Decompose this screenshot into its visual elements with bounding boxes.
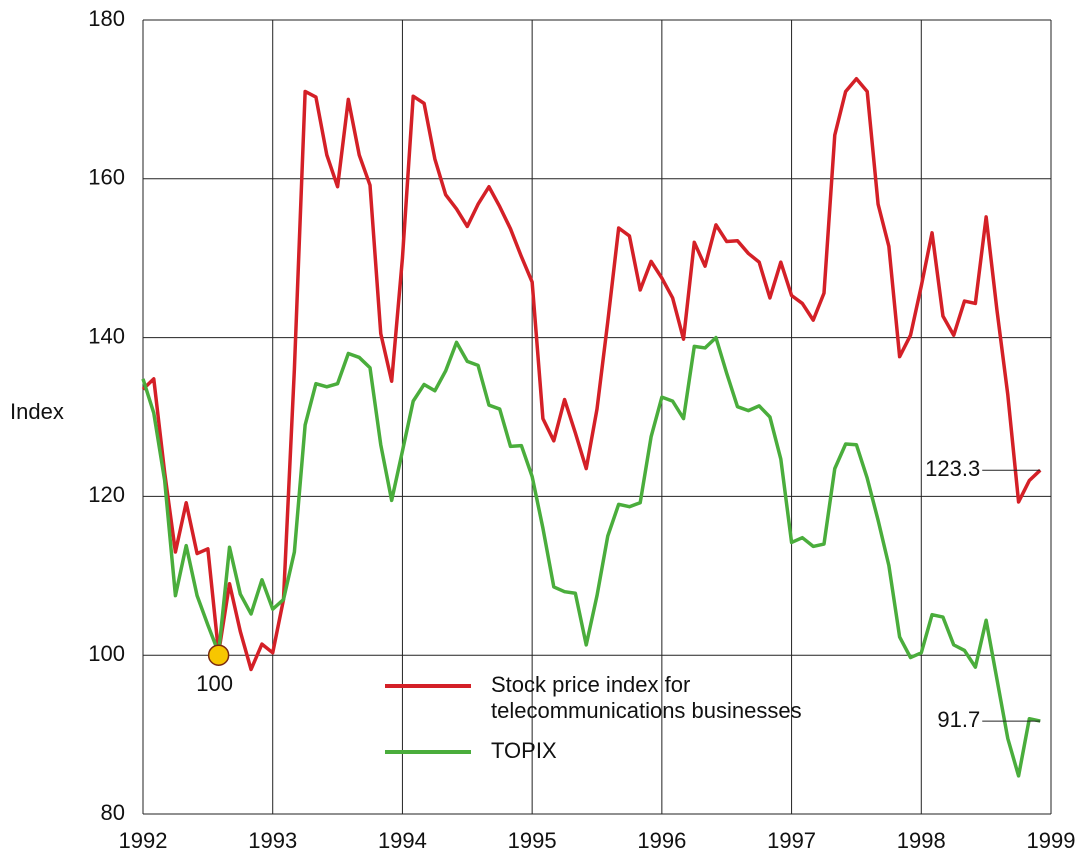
y-tick-label: 160 bbox=[88, 165, 125, 190]
x-tick-label: 1995 bbox=[508, 828, 557, 853]
legend-entry: Stock price index for telecommunications… bbox=[385, 672, 871, 724]
x-tick-label: 1993 bbox=[248, 828, 297, 853]
annotation: 91.7 bbox=[937, 707, 980, 732]
line-series bbox=[141, 335, 1041, 778]
x-tick-label: 1999 bbox=[1027, 828, 1076, 853]
y-tick-label: 120 bbox=[88, 482, 125, 507]
annotation: 123.3 bbox=[925, 456, 980, 481]
x-tick-label: 1998 bbox=[897, 828, 946, 853]
legend: Stock price index for telecommunications… bbox=[385, 672, 871, 778]
legend-swatch bbox=[385, 750, 471, 754]
x-tick-label: 1997 bbox=[767, 828, 816, 853]
legend-entry: TOPIX bbox=[385, 738, 871, 764]
y-tick-label: 100 bbox=[88, 641, 125, 666]
x-tick-label: 1992 bbox=[119, 828, 168, 853]
y-axis-label: Index bbox=[10, 399, 64, 424]
y-tick-label: 80 bbox=[101, 800, 125, 825]
line-series bbox=[141, 77, 1042, 672]
legend-label: Stock price index for telecommunications… bbox=[491, 672, 802, 723]
marker bbox=[207, 644, 230, 666]
x-tick-label: 1994 bbox=[378, 828, 427, 853]
x-tick-label: 1996 bbox=[637, 828, 686, 853]
y-tick-label: 180 bbox=[88, 6, 125, 31]
legend-label: TOPIX bbox=[491, 738, 557, 763]
legend-swatch bbox=[385, 684, 471, 688]
annotation: 100 bbox=[196, 671, 233, 696]
y-tick-label: 140 bbox=[88, 323, 125, 348]
